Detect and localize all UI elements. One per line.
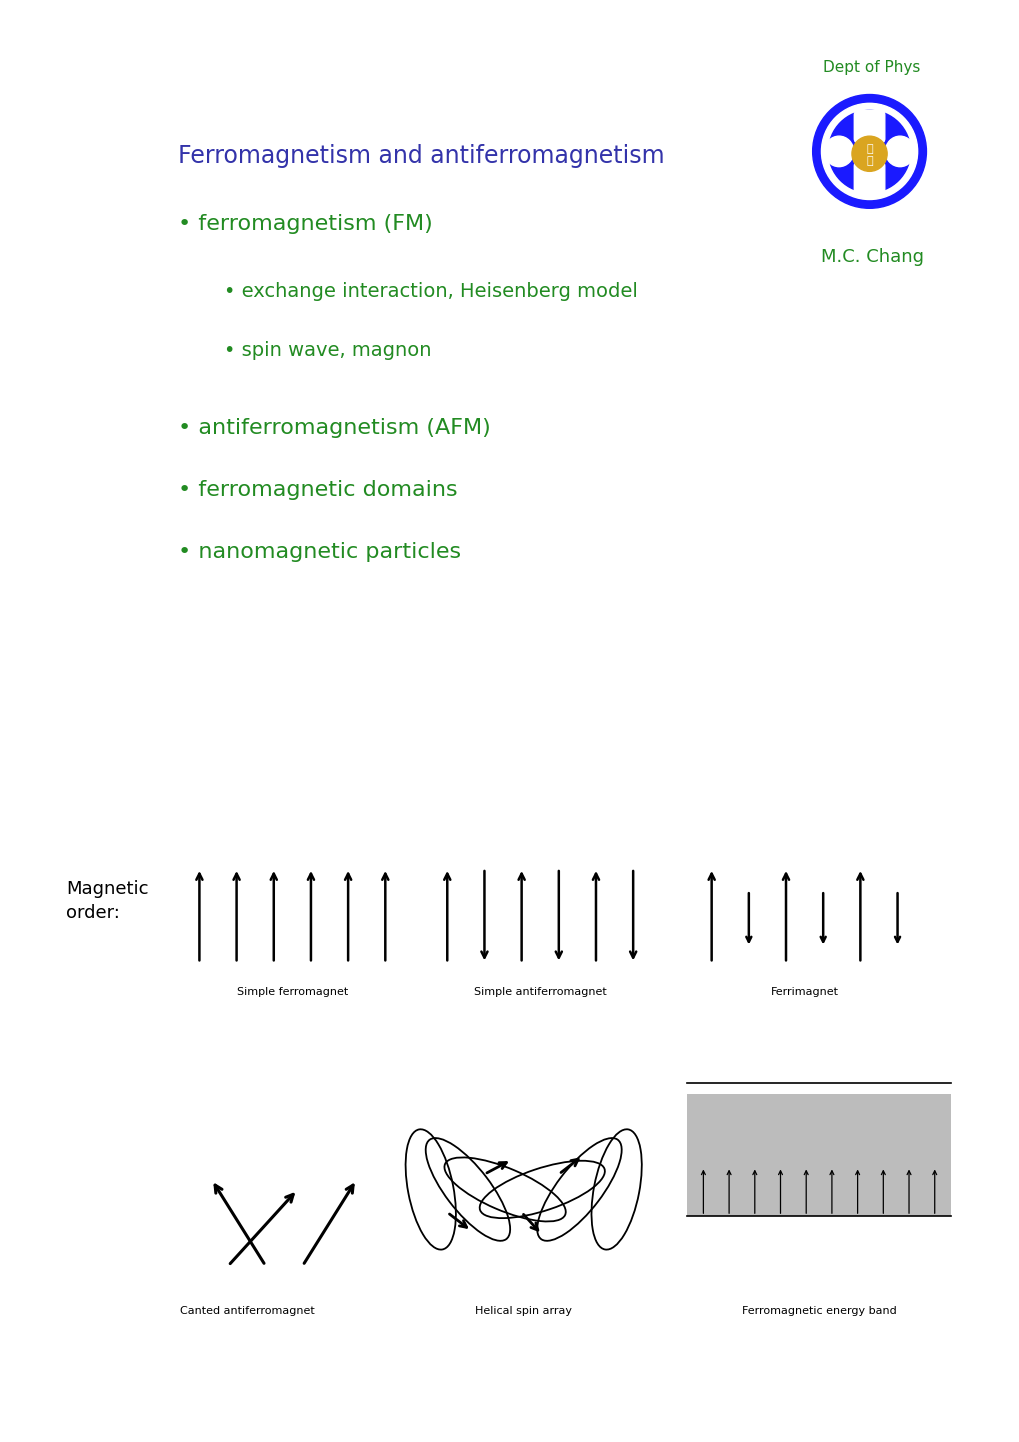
Text: Ferromagnetic energy band: Ferromagnetic energy band: [741, 1306, 896, 1317]
Text: • ferromagnetism (FM): • ferromagnetism (FM): [178, 213, 433, 234]
Circle shape: [812, 95, 925, 208]
Circle shape: [820, 104, 917, 199]
Text: • antiferromagnetism (AFM): • antiferromagnetism (AFM): [178, 418, 491, 438]
Text: • exchange interaction, Heisenberg model: • exchange interaction, Heisenberg model: [224, 281, 638, 301]
Text: • spin wave, magnon: • spin wave, magnon: [224, 340, 431, 360]
Circle shape: [827, 111, 910, 192]
Text: Helical spin array: Helical spin array: [475, 1306, 572, 1317]
Text: Canted antiferromagnet: Canted antiferromagnet: [179, 1306, 314, 1317]
Text: 師: 師: [865, 144, 872, 154]
Text: • ferromagnetic domains: • ferromagnetic domains: [178, 480, 458, 500]
Text: Ferromagnetism and antiferromagnetism: Ferromagnetism and antiferromagnetism: [178, 144, 664, 167]
Text: Magnetic
order:: Magnetic order:: [66, 881, 149, 921]
Text: • nanomagnetic particles: • nanomagnetic particles: [178, 542, 462, 562]
FancyBboxPatch shape: [854, 162, 883, 195]
Text: 大: 大: [865, 156, 872, 166]
Circle shape: [851, 136, 887, 172]
Text: Dept of Phys: Dept of Phys: [822, 61, 920, 75]
Ellipse shape: [884, 136, 914, 167]
Text: Ferrimagnet: Ferrimagnet: [769, 986, 838, 996]
Text: Simple antiferromagnet: Simple antiferromagnet: [474, 986, 606, 996]
Bar: [686, 1094, 951, 1216]
Text: M.C. Chang: M.C. Chang: [820, 248, 922, 265]
FancyBboxPatch shape: [854, 111, 883, 143]
Text: Simple ferromagnet: Simple ferromagnet: [236, 986, 347, 996]
Ellipse shape: [823, 136, 853, 167]
